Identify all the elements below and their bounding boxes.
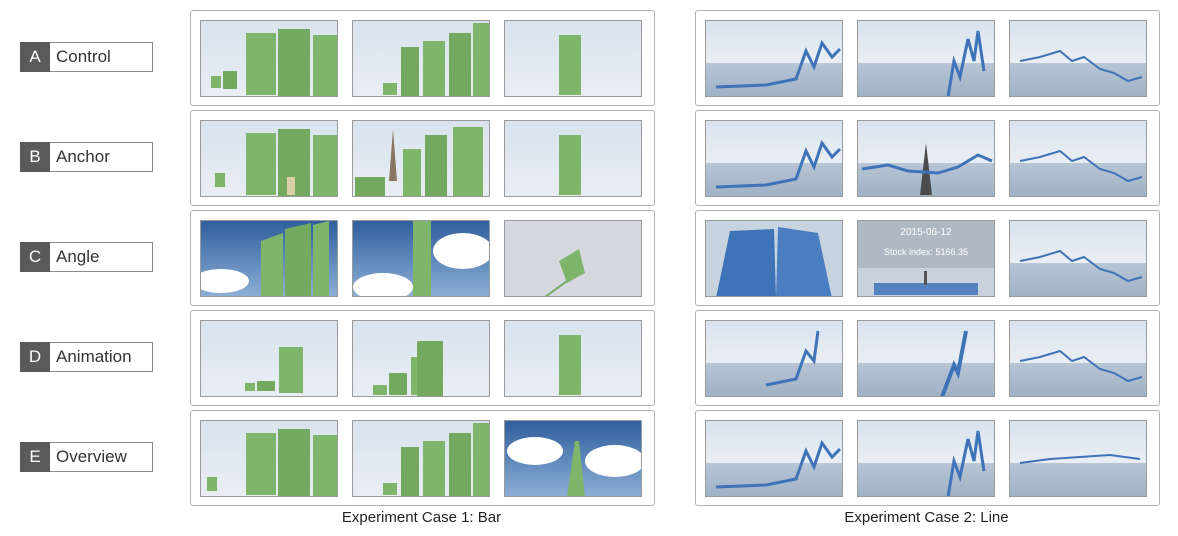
line-panel-overview xyxy=(695,410,1160,506)
bar-panel-control xyxy=(190,10,655,106)
line-thumbnail xyxy=(1009,220,1147,297)
line-thumbnail xyxy=(705,20,843,97)
line-panel-anchor xyxy=(695,110,1160,206)
line-panel-control xyxy=(695,10,1160,106)
row-name: Animation xyxy=(50,342,153,372)
line-caption: Experiment Case 2: Line xyxy=(844,509,1009,526)
row-name: Control xyxy=(50,42,153,72)
overlay-stock-index: Stock index: 5166.35 xyxy=(883,247,969,257)
bar-thumbnail xyxy=(200,320,338,397)
bar-thumbnail xyxy=(352,20,490,97)
bar-thumbnail xyxy=(504,220,642,297)
bar-caption: Experiment Case 1: Bar xyxy=(341,509,502,526)
line-thumbnail xyxy=(857,420,995,497)
row-letter: C xyxy=(20,242,50,272)
line-thumbnail xyxy=(705,220,843,297)
line-thumbnail xyxy=(705,420,843,497)
bar-thumbnail xyxy=(200,220,338,297)
line-thumbnail xyxy=(1009,320,1147,397)
row-letter: B xyxy=(20,142,50,172)
line-thumbnail xyxy=(1009,20,1147,97)
bar-thumbnail xyxy=(200,120,338,197)
bar-thumbnail xyxy=(352,120,490,197)
bar-thumbnail xyxy=(504,420,642,497)
line-thumbnail xyxy=(857,320,995,397)
bar-panel-animation xyxy=(190,310,655,406)
bar-panel-overview xyxy=(190,410,655,506)
overlay-date: 2015-06-12 xyxy=(900,227,952,238)
row-label-e: E Overview xyxy=(20,442,153,472)
row-letter: E xyxy=(20,442,50,472)
bar-thumbnail xyxy=(504,120,642,197)
row-name: Angle xyxy=(50,242,153,272)
bar-thumbnail xyxy=(200,20,338,97)
row-label-a: A Control xyxy=(20,42,153,72)
line-thumbnail xyxy=(705,120,843,197)
bar-thumbnail xyxy=(504,20,642,97)
row-name: Overview xyxy=(50,442,153,472)
bar-thumbnail xyxy=(504,320,642,397)
bar-thumbnail xyxy=(352,320,490,397)
line-panel-angle: 2015-06-12 Stock index: 5166.35 xyxy=(695,210,1160,306)
row-label-c: C Angle xyxy=(20,242,153,272)
bar-panel-anchor xyxy=(190,110,655,206)
line-thumbnail xyxy=(857,20,995,97)
bar-panel-angle xyxy=(190,210,655,306)
line-thumbnail: 2015-06-12 Stock index: 5166.35 xyxy=(857,220,995,297)
bar-thumbnail xyxy=(352,420,490,497)
line-thumbnail xyxy=(857,120,995,197)
row-label-b: B Anchor xyxy=(20,142,153,172)
row-label-d: D Animation xyxy=(20,342,153,372)
line-panel-animation xyxy=(695,310,1160,406)
line-thumbnail xyxy=(1009,420,1147,497)
line-thumbnail xyxy=(705,320,843,397)
row-letter: A xyxy=(20,42,50,72)
bar-thumbnail xyxy=(200,420,338,497)
row-name: Anchor xyxy=(50,142,153,172)
line-thumbnail xyxy=(1009,120,1147,197)
row-letter: D xyxy=(20,342,50,372)
bar-thumbnail xyxy=(352,220,490,297)
